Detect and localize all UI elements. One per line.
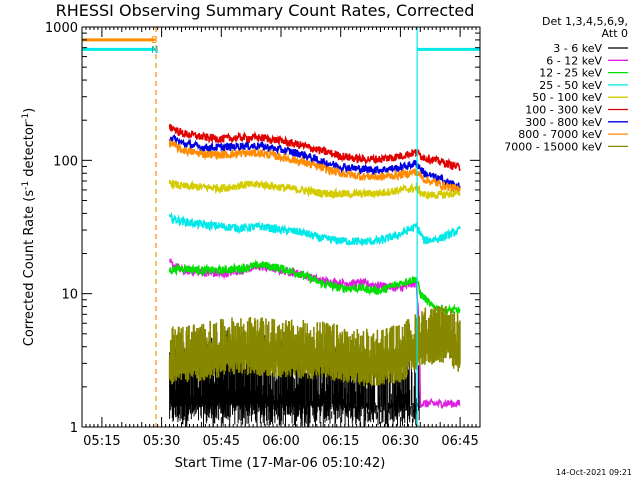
series-line [168,134,461,192]
legend-label: 25 - 50 keV [539,79,602,92]
series-line [168,179,461,200]
x-tick-label: 06:00 [262,434,299,449]
x-tick-label: 05:15 [83,434,120,449]
x-axis-label: Start Time (17-Mar-06 05:10:42) [175,456,386,471]
series-6 [168,134,461,192]
series-7 [168,139,461,193]
series-4 [168,179,461,200]
series-line [168,123,461,171]
flag-label-n: N [151,45,158,56]
x-axis: 05:15 05:30 05:45 06:00 06:15 06:30 06:45 [81,27,481,449]
legend-label: 50 - 100 keV [532,91,602,104]
legend-header-line2: Att 0 [602,27,628,40]
y-axis: 1 10 100 1000 [45,21,480,436]
legend-label: 3 - 6 keV [553,42,602,55]
legend-label: 100 - 300 keV [525,104,602,117]
y-axis-label: Corrected Count Rate (s-1 detector-1) [21,108,37,346]
series-8 [168,306,461,387]
footer-date: 14-Oct-2021 09:21 [556,468,632,477]
series-2 [168,259,461,315]
x-tick-label: 06:15 [322,434,359,449]
legend-header-line1: Det 1,3,4,5,6,9, [542,15,628,28]
y-tick-label: 1000 [45,21,78,36]
series-line [168,259,461,315]
series-layer [168,123,461,427]
series-5 [168,123,461,171]
y-tick-label: 1 [70,421,78,436]
legend-label: 12 - 25 keV [539,67,602,80]
x-tick-label: 06:30 [382,434,419,449]
x-tick-label: 05:45 [203,434,240,449]
y-tick-label: 10 [61,288,78,303]
legend-label: 7000 - 15000 keV [504,140,602,153]
y-tick-label: 100 [53,154,78,169]
series-3 [168,211,461,247]
series-line [168,139,461,193]
flag-label-s: S [151,35,157,46]
legend-label: 300 - 800 keV [525,116,602,129]
x-tick-label: 05:30 [143,434,180,449]
series-line [168,211,461,247]
x-tick-label: 06:45 [441,434,478,449]
attenuator-flag-layer [82,27,480,427]
chart-title: RHESSI Observing Summary Count Rates, Co… [56,1,475,20]
legend-label: 800 - 7000 keV [518,128,602,141]
legend-label: 6 - 12 keV [546,54,602,67]
